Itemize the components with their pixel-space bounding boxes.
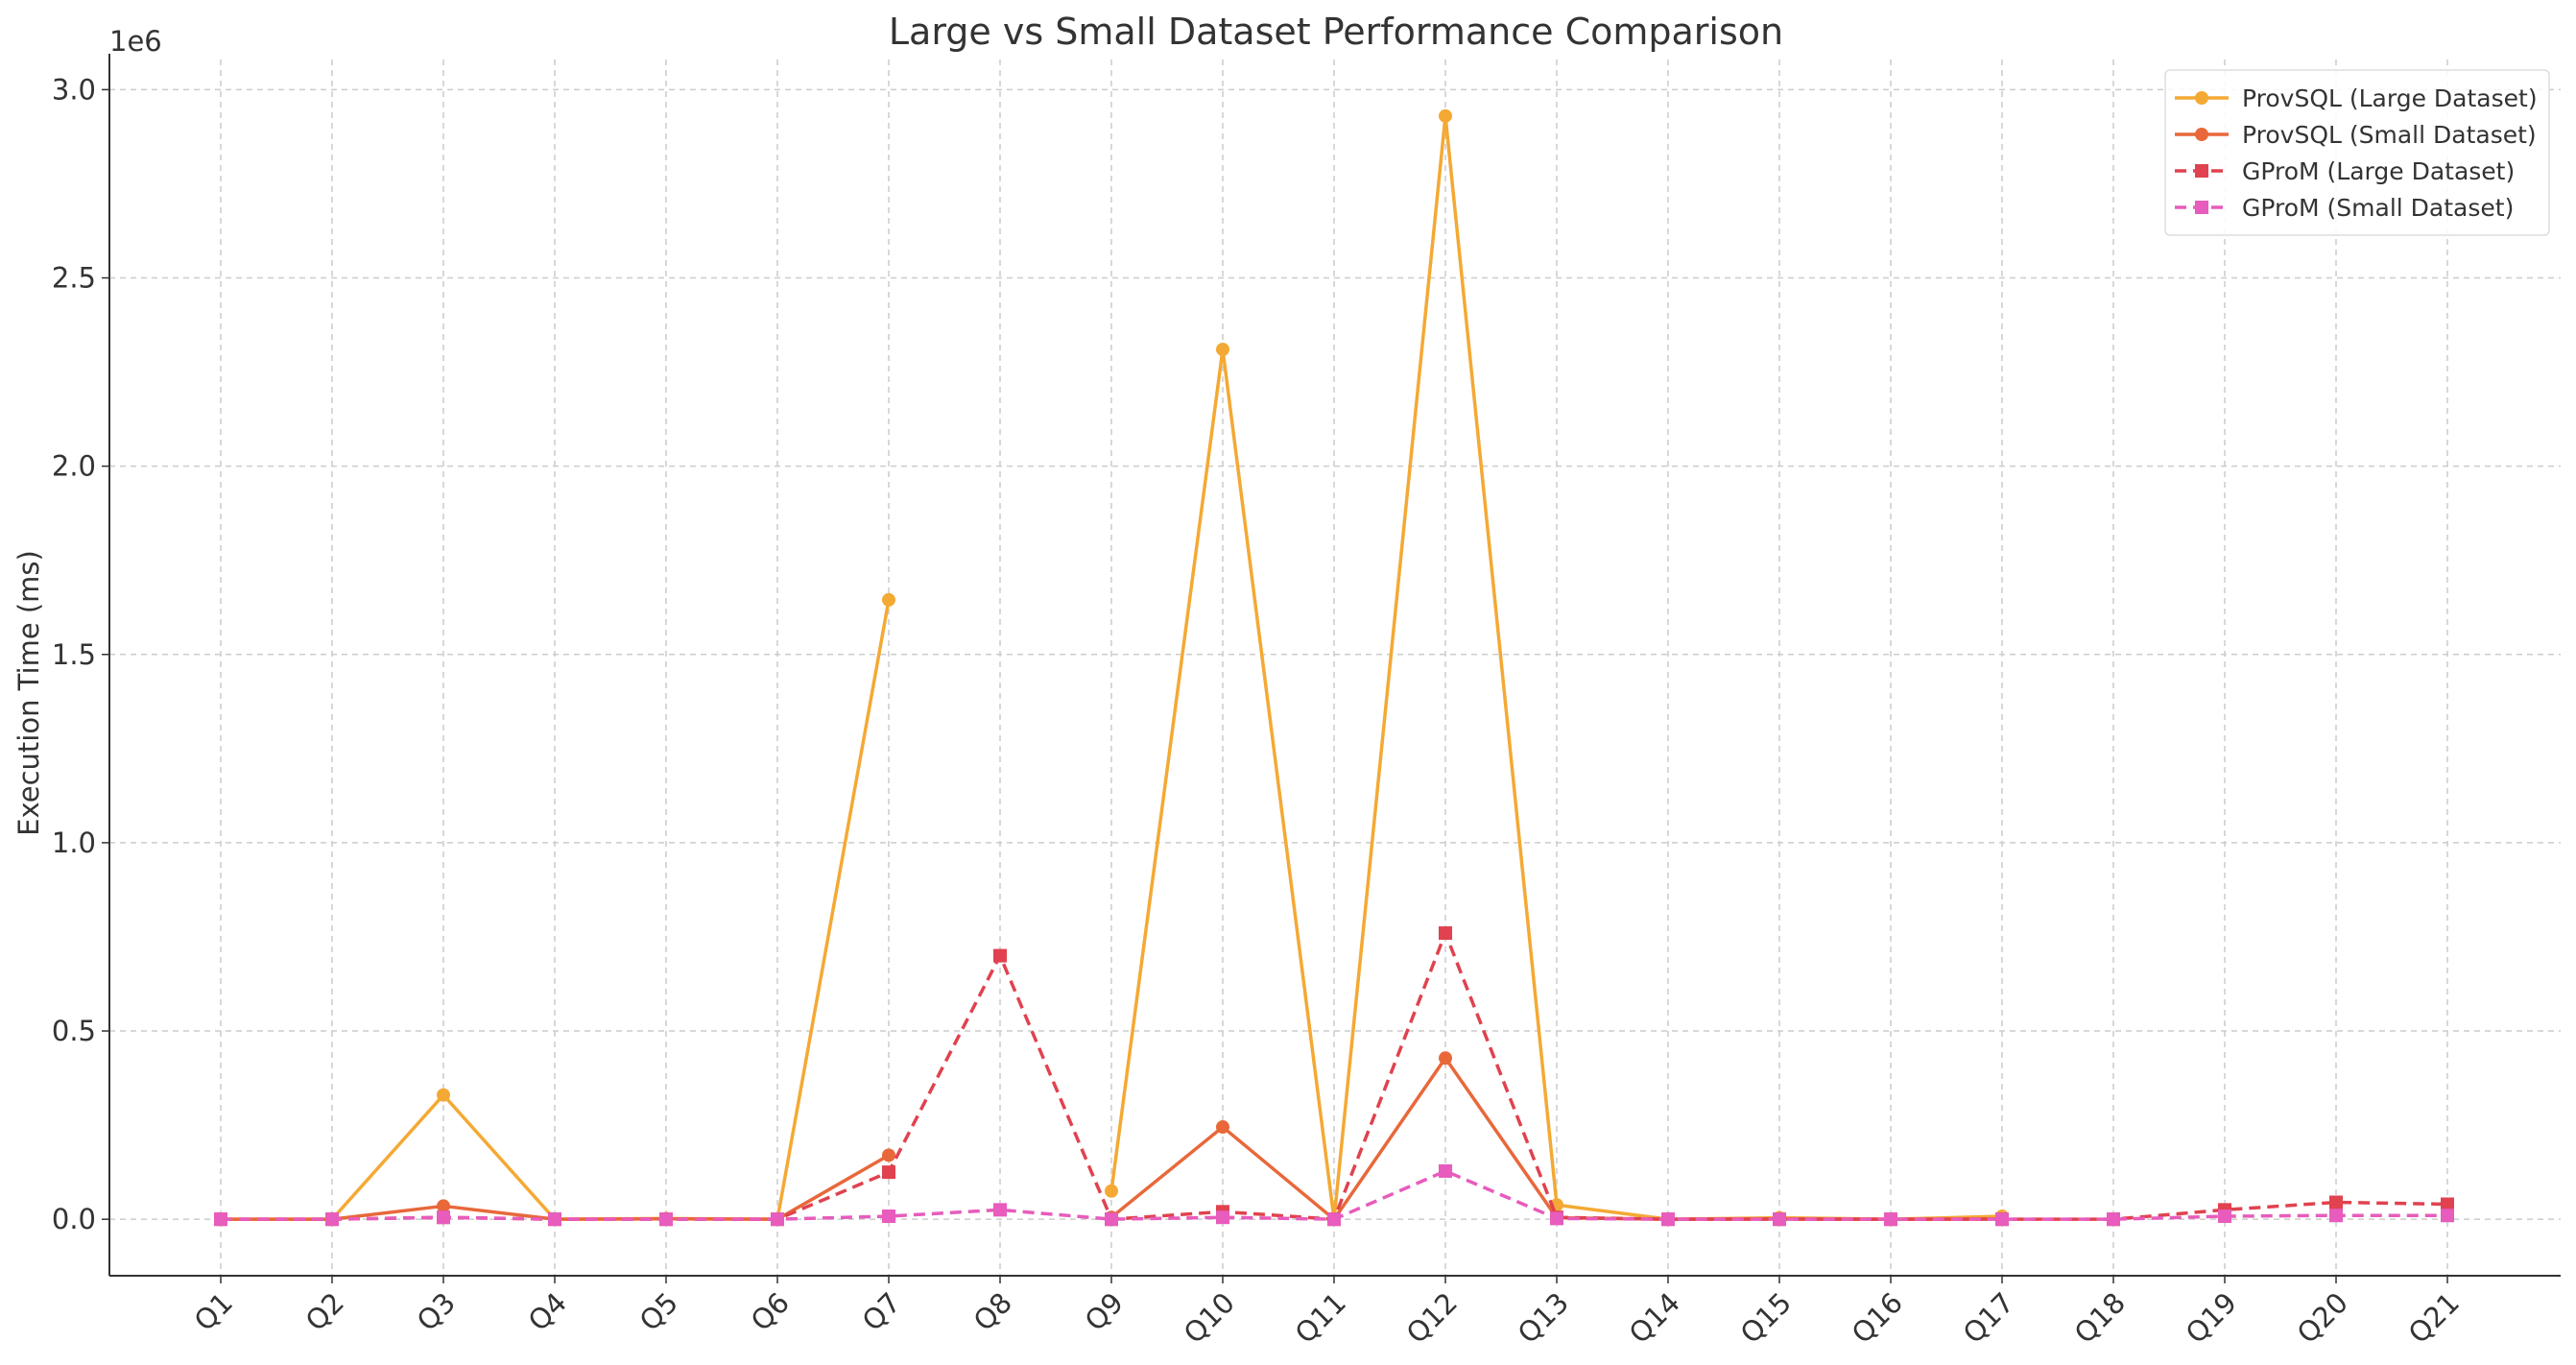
x-tick-label: Q1 bbox=[188, 1286, 239, 1337]
data-point bbox=[437, 1210, 450, 1225]
legend-item: GProM (Large Dataset) bbox=[2175, 157, 2515, 185]
y-axis-multiplier: 1e6 bbox=[109, 25, 162, 58]
data-point bbox=[1995, 1212, 2009, 1227]
data-point bbox=[882, 1209, 895, 1224]
x-tick-label: Q7 bbox=[856, 1286, 907, 1337]
x-tick-label: Q5 bbox=[633, 1286, 684, 1337]
y-tick-label: 0.5 bbox=[52, 1015, 96, 1047]
x-tick-label: Q10 bbox=[1178, 1286, 1241, 1350]
data-point bbox=[2218, 1209, 2231, 1224]
legend-item: GProM (Small Dataset) bbox=[2175, 194, 2514, 222]
x-tick-label: Q15 bbox=[1734, 1286, 1798, 1350]
legend-label: GProM (Large Dataset) bbox=[2242, 157, 2515, 185]
data-point bbox=[1884, 1212, 1897, 1227]
data-point bbox=[2329, 1195, 2343, 1209]
x-tick-label: Q17 bbox=[1957, 1286, 2020, 1350]
data-point bbox=[1439, 1051, 1452, 1066]
y-tick-label: 0.0 bbox=[52, 1203, 96, 1235]
x-tick-label: Q12 bbox=[1400, 1286, 1464, 1350]
y-tick-label: 3.0 bbox=[52, 73, 96, 106]
data-point bbox=[2441, 1209, 2454, 1223]
data-point bbox=[2329, 1209, 2343, 1223]
x-tick-label: Q18 bbox=[2068, 1286, 2132, 1350]
x-tick-label: Q6 bbox=[745, 1286, 796, 1337]
chart-title: Large vs Small Dataset Performance Compa… bbox=[889, 11, 1783, 53]
x-tick-label: Q19 bbox=[2180, 1286, 2243, 1350]
series-0 bbox=[214, 108, 2009, 1227]
x-tick-label: Q20 bbox=[2291, 1286, 2354, 1350]
legend-marker bbox=[2195, 201, 2208, 214]
data-point bbox=[1439, 926, 1452, 941]
data-point bbox=[1773, 1212, 1786, 1227]
data-point bbox=[882, 1165, 895, 1180]
x-tick-label: Q4 bbox=[522, 1286, 573, 1337]
data-point bbox=[1327, 1212, 1341, 1227]
y-tick-label: 1.5 bbox=[52, 638, 96, 671]
data-point bbox=[993, 1203, 1007, 1217]
data-point bbox=[1550, 1211, 1563, 1226]
data-point bbox=[437, 1088, 450, 1102]
x-tick-label: Q13 bbox=[1512, 1286, 1575, 1350]
legend: ProvSQL (Large Dataset) ProvSQL (Small Da… bbox=[2164, 69, 2550, 236]
data-point bbox=[1105, 1212, 1118, 1227]
legend-label: ProvSQL (Small Dataset) bbox=[2242, 121, 2537, 149]
x-tick-label: Q14 bbox=[1623, 1286, 1686, 1350]
legend-marker bbox=[2195, 128, 2208, 141]
legend-item: ProvSQL (Large Dataset) bbox=[2175, 84, 2538, 112]
data-point bbox=[882, 592, 895, 607]
data-point bbox=[1216, 1120, 1229, 1135]
data-point bbox=[548, 1212, 561, 1227]
x-tick-label: Q3 bbox=[411, 1286, 462, 1337]
series-group bbox=[214, 108, 2454, 1227]
data-point bbox=[771, 1212, 784, 1227]
legend-box bbox=[2164, 69, 2550, 236]
legend-label: ProvSQL (Large Dataset) bbox=[2242, 84, 2538, 112]
x-axis-ticks: Q1 Q2 Q3 Q4 Q5 Q6 Q7 Q8 Q9 Q10 Q11 Q12 Q13 Q14 Q15 Q16 Q… bbox=[188, 1276, 2466, 1350]
data-point bbox=[882, 1148, 895, 1162]
legend-marker bbox=[2195, 164, 2208, 178]
legend-label: GProM (Small Dataset) bbox=[2242, 194, 2514, 222]
data-point bbox=[993, 948, 1007, 963]
axes bbox=[108, 54, 2561, 1277]
data-point bbox=[437, 1199, 450, 1213]
grid bbox=[109, 60, 2561, 1276]
x-tick-label: Q21 bbox=[2402, 1286, 2466, 1350]
x-tick-label: Q8 bbox=[967, 1286, 1018, 1337]
data-point bbox=[214, 1212, 227, 1227]
data-point bbox=[659, 1212, 673, 1227]
x-tick-label: Q9 bbox=[1079, 1286, 1130, 1337]
y-tick-label: 2.5 bbox=[52, 262, 96, 295]
x-tick-label: Q2 bbox=[299, 1286, 350, 1337]
y-axis-ticks: 0.0 0.5 1.0 1.5 2.0 2.5 3.0 bbox=[52, 73, 109, 1235]
data-point bbox=[1216, 343, 1229, 357]
data-point bbox=[1216, 1210, 1229, 1225]
series-3 bbox=[214, 1163, 2454, 1227]
legend-item: ProvSQL (Small Dataset) bbox=[2175, 121, 2537, 149]
data-point bbox=[325, 1212, 339, 1227]
data-point bbox=[1105, 1184, 1118, 1198]
data-point bbox=[2107, 1212, 2120, 1227]
y-axis-label: Execution Time (ms) bbox=[12, 550, 45, 836]
y-tick-label: 1.0 bbox=[52, 826, 96, 859]
data-point bbox=[2441, 1197, 2454, 1211]
data-point bbox=[1661, 1212, 1675, 1227]
x-tick-label: Q11 bbox=[1289, 1286, 1352, 1350]
data-point bbox=[1439, 1163, 1452, 1178]
y-tick-label: 2.0 bbox=[52, 450, 96, 483]
data-point bbox=[1439, 108, 1452, 123]
x-tick-label: Q16 bbox=[1846, 1286, 1909, 1350]
legend-marker bbox=[2195, 91, 2208, 105]
